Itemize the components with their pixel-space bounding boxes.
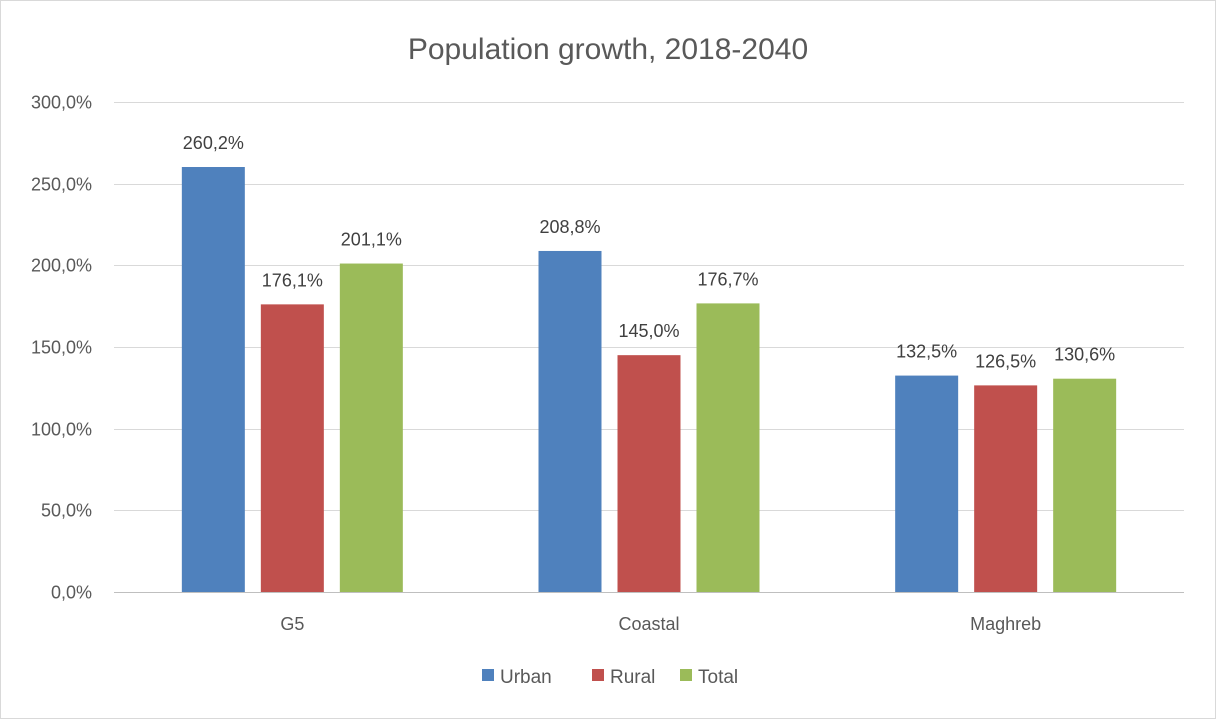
bar-total — [696, 303, 760, 592]
data-label: 126,5% — [975, 351, 1036, 371]
legend-label: Total — [698, 667, 738, 688]
data-label: 130,6% — [1054, 345, 1115, 365]
data-label: 132,5% — [896, 342, 957, 362]
data-labels: 260,2% 176,1% 201,1% 208,8% 145,0% 176,7% 132,… — [183, 133, 1115, 371]
data-label: 201,1% — [341, 230, 402, 250]
chart-title: Population growth, 2018-2040 — [408, 33, 808, 66]
x-tick-label: Maghreb — [970, 614, 1041, 634]
y-tick-label: 50,0% — [41, 501, 92, 521]
bar-rural — [974, 385, 1038, 592]
data-label: 208,8% — [539, 217, 600, 237]
bars — [181, 167, 1117, 593]
bar-urban — [538, 250, 602, 592]
data-label: 176,7% — [697, 269, 758, 289]
bar-urban — [181, 167, 245, 593]
y-tick-label: 100,0% — [31, 420, 92, 440]
x-tick-label: Coastal — [618, 614, 679, 634]
legend: Urban Rural Total — [482, 667, 738, 688]
y-tick-label: 300,0% — [31, 93, 92, 113]
legend-swatch-urban — [482, 669, 494, 681]
y-axis-ticks: 0,0% 50,0% 100,0% 150,0% 200,0% 250,0% 300,0% — [31, 93, 92, 603]
bar-rural — [617, 355, 681, 592]
y-tick-label: 250,0% — [31, 175, 92, 195]
data-label: 260,2% — [183, 133, 244, 153]
y-tick-label: 200,0% — [31, 256, 92, 276]
legend-label: Rural — [610, 667, 655, 688]
bar-total — [339, 263, 403, 592]
y-tick-label: 150,0% — [31, 338, 92, 358]
bar-rural — [260, 304, 324, 592]
legend-label: Urban — [500, 667, 552, 688]
bar-total — [1053, 378, 1117, 592]
x-axis-ticks: G5 Coastal Maghreb — [280, 614, 1041, 634]
bar-urban — [895, 375, 959, 592]
data-label: 176,1% — [262, 270, 323, 290]
legend-swatch-rural — [592, 669, 604, 681]
legend-swatch-total — [680, 669, 692, 681]
x-tick-label: G5 — [280, 614, 304, 634]
y-tick-label: 0,0% — [51, 583, 92, 603]
data-label: 145,0% — [618, 321, 679, 341]
